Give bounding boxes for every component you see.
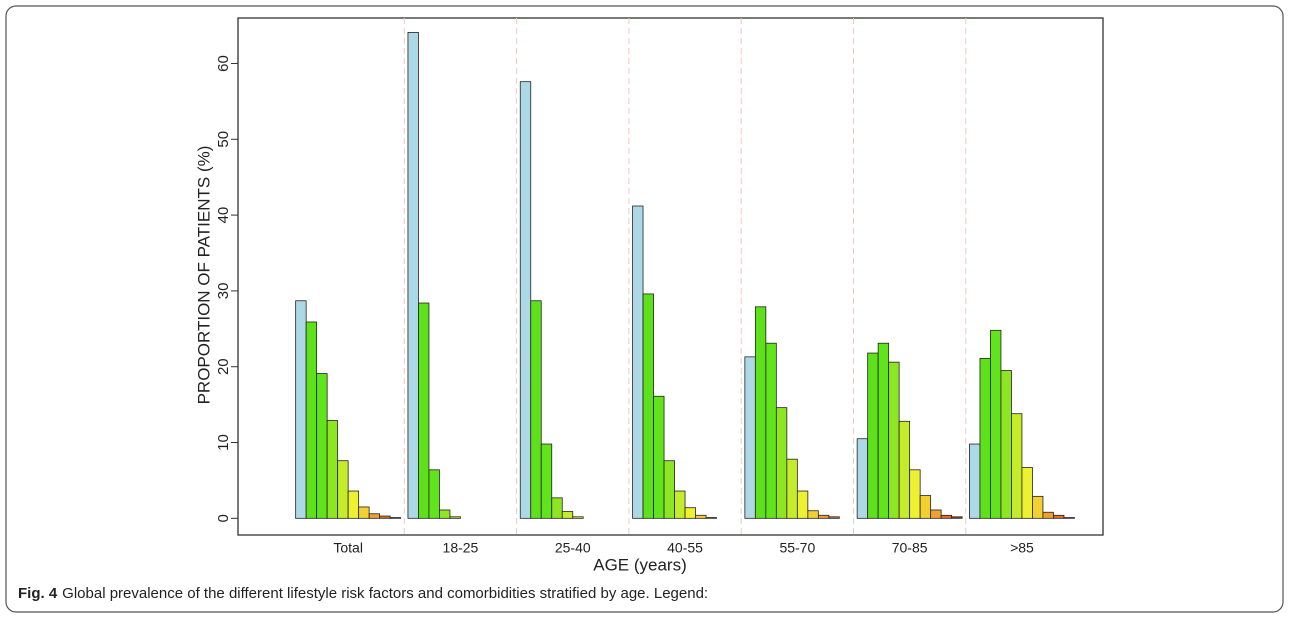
bar	[979, 357, 991, 519]
y-tick-label: 0	[215, 514, 232, 522]
y-tick-label: 10	[215, 434, 232, 451]
bar	[449, 516, 461, 519]
bar	[909, 469, 921, 519]
bar	[754, 306, 767, 519]
bar	[439, 509, 451, 519]
bar	[1021, 467, 1033, 519]
bar	[530, 300, 542, 519]
bar	[828, 516, 840, 519]
bar	[1042, 511, 1054, 519]
x-tick-label: 55-70	[779, 540, 815, 556]
bar	[358, 506, 370, 519]
bar	[705, 517, 717, 519]
bar	[379, 515, 391, 519]
x-tick-label: >85	[1010, 540, 1034, 556]
bar	[326, 420, 339, 519]
bar	[817, 514, 830, 519]
bar	[867, 352, 879, 519]
bar	[347, 490, 360, 519]
x-tick-label: 70-85	[892, 540, 928, 556]
y-tick-label: 60	[215, 55, 232, 72]
bar	[653, 395, 665, 519]
figure-frame	[5, 5, 1284, 613]
bar	[428, 469, 440, 519]
caption-text: Global prevalence of the different lifes…	[62, 585, 708, 602]
bar	[418, 302, 430, 519]
bar	[877, 342, 890, 519]
bar	[663, 460, 675, 519]
bar	[684, 507, 696, 519]
bar	[807, 510, 819, 519]
bar	[561, 511, 574, 519]
bar	[572, 516, 584, 519]
bar	[919, 495, 932, 519]
caption-label: Fig. 4	[18, 585, 58, 602]
bar	[368, 513, 381, 519]
bar	[389, 517, 402, 519]
bar	[940, 514, 953, 519]
x-tick-label: Total	[333, 540, 363, 556]
bar	[1011, 413, 1023, 519]
y-axis-label: PROPORTION OF PATIENTS (%)	[194, 146, 213, 405]
bar	[337, 460, 349, 519]
x-tick-label: 25-40	[555, 540, 591, 556]
bar	[951, 516, 963, 519]
caption: Fig. 4 Global prevalence of the different…	[18, 585, 708, 602]
bar	[744, 356, 756, 519]
bar	[930, 509, 942, 519]
bar	[1032, 495, 1044, 519]
bar	[786, 458, 798, 519]
bar	[642, 293, 654, 519]
y-tick-label: 40	[215, 207, 232, 224]
bar	[898, 420, 911, 519]
y-tick-label: 50	[215, 131, 232, 148]
bar	[1000, 370, 1012, 519]
bar	[519, 81, 532, 519]
bar	[540, 443, 553, 519]
plot-frame	[237, 17, 1104, 536]
bar	[1053, 514, 1065, 519]
bar	[407, 32, 419, 519]
x-tick-label: 40-55	[667, 540, 703, 556]
bar	[305, 321, 318, 519]
bar	[888, 361, 900, 519]
bar	[765, 342, 777, 519]
bar	[551, 497, 563, 519]
x-axis-label: AGE (years)	[593, 555, 687, 574]
bar	[632, 205, 644, 519]
bar	[295, 300, 307, 519]
bar	[990, 329, 1002, 519]
x-tick-label: 18-25	[443, 540, 479, 556]
bar	[316, 373, 328, 519]
bar	[674, 490, 686, 519]
bar	[856, 438, 869, 519]
bar	[775, 407, 788, 519]
bar	[969, 443, 981, 519]
y-tick-label: 20	[215, 358, 232, 375]
bar	[1063, 517, 1075, 519]
y-tick-label: 30	[215, 283, 232, 300]
bar	[695, 514, 707, 519]
bar	[796, 490, 809, 519]
